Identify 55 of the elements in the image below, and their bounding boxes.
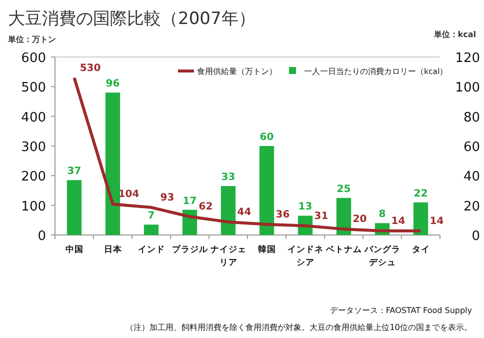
bar — [336, 198, 352, 235]
bar — [144, 224, 159, 235]
bar — [105, 92, 120, 235]
x-tick-label: 韓国 — [258, 244, 276, 255]
data-label: 17 — [182, 196, 197, 207]
data-label: 93 — [160, 192, 174, 204]
bar — [259, 146, 274, 235]
data-label: 22 — [414, 188, 428, 200]
x-tick-label: インド — [138, 245, 165, 255]
y2-tick-label: 120 — [455, 51, 480, 66]
y2-tick-label: 80 — [463, 110, 480, 126]
data-label: 44 — [237, 206, 252, 218]
x-tick-label: 中国 — [65, 244, 84, 255]
y-tick-label: 300 — [21, 140, 46, 155]
data-label: 33 — [221, 172, 236, 184]
bar — [220, 186, 236, 235]
y2-tick-label: 60 — [463, 140, 480, 155]
y2-tick-label: 20 — [463, 199, 480, 214]
y-axis-title: 単位：万トン — [7, 35, 56, 44]
y-tick-label: 100 — [21, 199, 46, 214]
y-tick-label: 200 — [21, 170, 46, 185]
data-label: 96 — [106, 78, 120, 90]
data-label: 37 — [67, 166, 82, 178]
x-tick-label: タイ — [412, 244, 430, 255]
text: データソース：FAOSTAT Food Supply — [330, 306, 472, 315]
bar — [66, 180, 82, 235]
data-label: 7 — [148, 210, 155, 222]
y2-tick-label: 100 — [455, 80, 480, 96]
chart-title: 大豆消費の国際比較（2007年） — [8, 9, 256, 29]
data-label: 60 — [260, 132, 274, 143]
data-label: 14 — [391, 216, 406, 227]
data-label: 530 — [80, 62, 101, 74]
x-tick-label: ブラジル — [172, 244, 209, 255]
data-label: 14 — [430, 216, 444, 227]
x-tick-label: バングラデシュ — [363, 244, 400, 268]
x-tick-label: ベトナム — [324, 245, 362, 255]
data-label: 13 — [298, 202, 312, 213]
y-tick-label: 600 — [21, 51, 46, 66]
data-label: 8 — [378, 209, 386, 220]
data-label: 25 — [336, 184, 351, 195]
y-tick-label: 400 — [21, 110, 46, 126]
y2-tick-label: 40 — [463, 170, 480, 185]
x-tick-label: 日本 — [104, 244, 123, 255]
y-tick-label: 0 — [38, 229, 46, 244]
data-label: 20 — [352, 214, 367, 226]
y-tick-label: 500 — [21, 80, 46, 96]
data-label: 62 — [198, 202, 213, 213]
data-label: 36 — [276, 209, 290, 220]
bar — [413, 202, 428, 235]
y2-tick-label: 0 — [472, 229, 480, 244]
x-tick-label: インドネシア — [287, 245, 324, 268]
x-tick-label: ナイジェリア — [210, 245, 246, 268]
data-label: 31 — [314, 210, 328, 222]
text: （注）加工用、飼料用消費を除く食用消費が対象。大豆の食用供給量上位10位の国までを表示。 — [126, 322, 472, 332]
y2-axis-title: 単位：kcal — [432, 30, 476, 39]
